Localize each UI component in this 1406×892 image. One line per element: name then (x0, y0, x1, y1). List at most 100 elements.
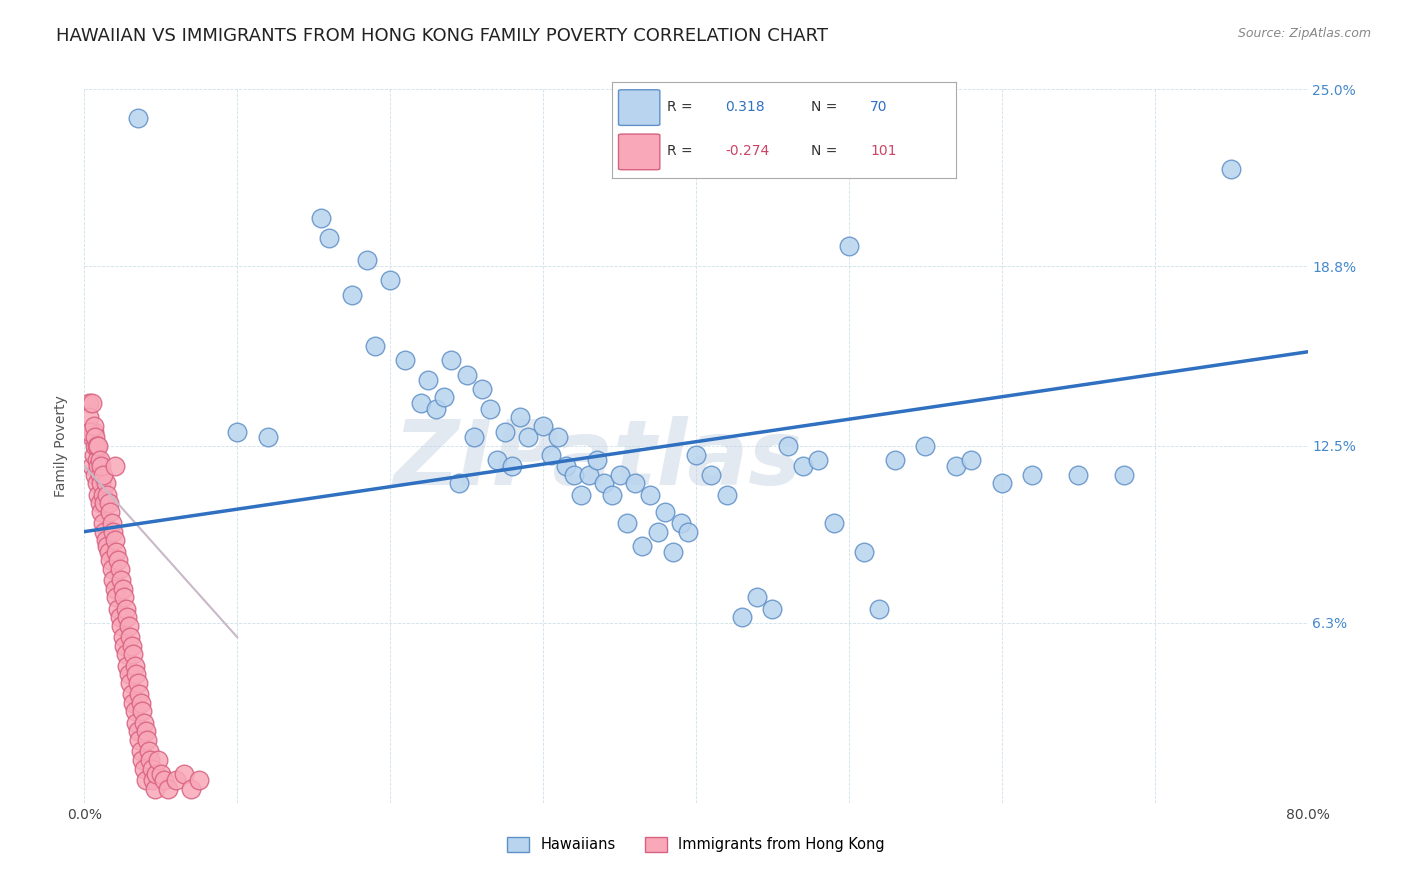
Point (356, 253, 378, 268)
Point (776, 439, 799, 453)
Point (685, 448, 707, 462)
Point (139, 753, 162, 767)
Point (86, 439, 108, 453)
Point (105, 544, 128, 558)
Point (257, 430, 280, 444)
Point (153, 772, 176, 787)
Point (516, 430, 538, 444)
Point (173, 767, 195, 781)
Point (124, 658, 146, 673)
Point (569, 487, 592, 501)
Point (700, 467, 723, 482)
Point (93, 524, 115, 539)
Text: Source: ZipAtlas.com: Source: ZipAtlas.com (1237, 27, 1371, 40)
Point (90, 458, 112, 473)
Point (128, 687, 150, 701)
Point (226, 425, 249, 439)
Point (165, 772, 187, 787)
Point (669, 516, 692, 530)
Point (146, 753, 169, 767)
Point (121, 687, 143, 701)
Point (84, 430, 107, 444)
Point (115, 610, 138, 624)
Point (945, 458, 967, 473)
Point (624, 476, 647, 491)
Point (128, 733, 150, 747)
Point (83, 419, 105, 434)
Point (761, 601, 783, 615)
Point (631, 539, 654, 553)
Point (143, 781, 166, 796)
Point (97, 496, 120, 510)
Point (87, 439, 110, 453)
Point (105, 591, 128, 605)
Point (502, 458, 524, 473)
Point (1067, 467, 1090, 482)
Point (136, 733, 159, 747)
Point (647, 524, 669, 539)
Point (110, 619, 132, 633)
Text: R =: R = (666, 100, 692, 114)
Point (180, 781, 202, 796)
Point (115, 658, 138, 673)
Y-axis label: Family Poverty: Family Poverty (55, 395, 69, 497)
Point (93, 496, 115, 510)
Point (83, 448, 105, 462)
FancyBboxPatch shape (619, 134, 659, 169)
Point (80, 430, 103, 444)
Point (94, 476, 117, 491)
Point (142, 772, 165, 787)
Point (433, 391, 456, 405)
Point (108, 610, 131, 624)
Point (127, 111, 149, 125)
Point (486, 453, 509, 467)
Point (311, 211, 333, 225)
Text: 70: 70 (870, 100, 887, 114)
Point (103, 573, 125, 587)
Point (463, 430, 485, 444)
Point (149, 767, 172, 781)
Point (120, 676, 142, 690)
Point (716, 487, 738, 501)
Point (127, 724, 149, 739)
Point (121, 639, 143, 653)
Point (103, 524, 125, 539)
Point (96, 487, 118, 501)
Point (409, 396, 432, 410)
Point (662, 544, 685, 558)
Point (425, 401, 447, 416)
Point (101, 562, 124, 576)
Point (1220, 162, 1243, 177)
Point (960, 453, 983, 467)
Point (132, 762, 155, 776)
Point (79, 425, 101, 439)
Point (118, 667, 141, 681)
Point (89, 496, 111, 510)
Point (494, 425, 516, 439)
Point (141, 762, 163, 776)
Point (340, 287, 363, 301)
Point (84, 439, 107, 453)
Point (101, 516, 124, 530)
Point (531, 419, 554, 434)
Point (792, 458, 814, 473)
Point (540, 448, 562, 462)
Point (125, 715, 148, 730)
Point (509, 410, 531, 425)
Point (138, 744, 160, 758)
Point (118, 619, 141, 633)
Point (111, 582, 134, 596)
FancyBboxPatch shape (619, 90, 659, 126)
Point (364, 339, 387, 353)
Point (98, 553, 121, 567)
Point (609, 467, 631, 482)
Point (125, 667, 148, 681)
Point (747, 591, 769, 605)
Point (107, 601, 129, 615)
Point (914, 439, 936, 453)
Point (555, 458, 578, 473)
Point (86, 476, 108, 491)
Point (104, 533, 127, 548)
Point (86, 453, 108, 467)
Point (654, 505, 676, 519)
